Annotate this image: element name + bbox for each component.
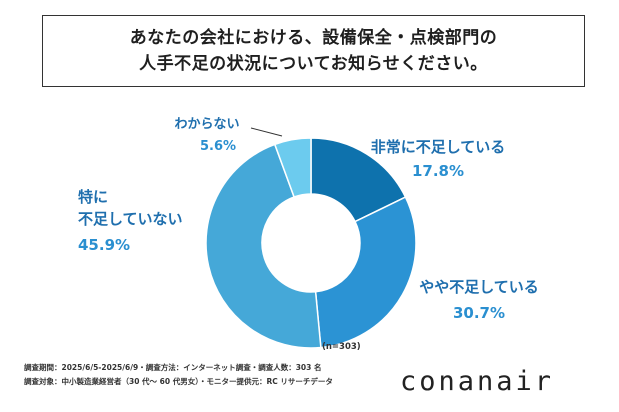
brand-logo: conanair xyxy=(400,366,555,397)
slice-value-0: 17.8% xyxy=(412,162,464,180)
sample-size-note: (n=303) xyxy=(322,342,361,352)
slice-label-0: 非常に不足している xyxy=(371,138,506,156)
slice-value-1: 30.7% xyxy=(453,304,505,322)
slice-value-2: 45.9% xyxy=(78,236,130,254)
donut-slice-3 xyxy=(273,137,312,198)
slice-label-1: やや不足している xyxy=(419,278,539,296)
slice-label-2-line1: 特に xyxy=(78,188,108,206)
survey-period-note: 調査期間：2025/6/5-2025/6/9・調査方法：インターネット調査・調査… xyxy=(24,363,322,372)
title-line-2: 人手不足の状況についてお知らせください。 xyxy=(139,54,488,74)
slice-leader-line-3 xyxy=(250,127,283,137)
donut-slice-1 xyxy=(314,196,417,349)
title-box: あなたの会社における、設備保全・点検部門の 人手不足の状況についてお知らせくださ… xyxy=(42,15,585,87)
survey-target-note: 調査対象：中小製造業経営者（30 代～ 60 代男女）・モニター提供元：RC リ… xyxy=(24,377,333,386)
donut-slice-2 xyxy=(205,143,322,349)
slice-label-2-line2: 不足していない xyxy=(78,210,183,228)
slice-label-3: わからない xyxy=(174,117,239,132)
title-line-1: あなたの会社における、設備保全・点検部門の xyxy=(129,28,498,48)
slice-value-3: 5.6% xyxy=(200,139,236,154)
